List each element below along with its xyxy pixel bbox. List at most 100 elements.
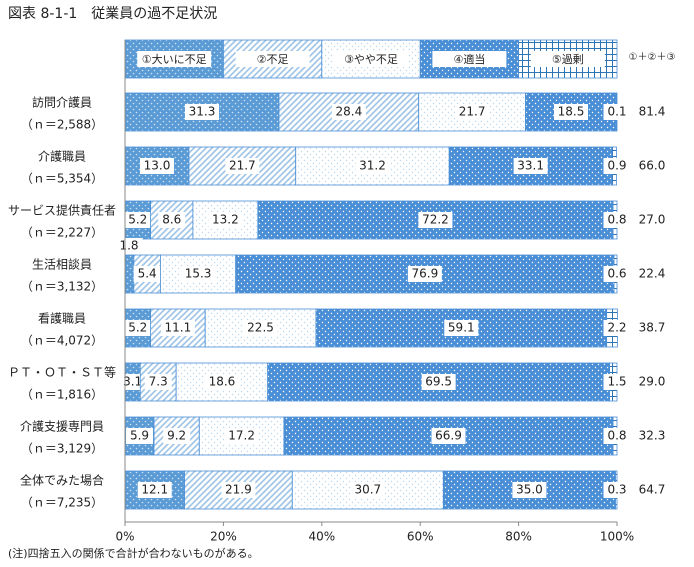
value-label: 0.8 [607,429,626,443]
value-label: 33.1 [517,159,544,173]
value-label-bg [119,374,147,390]
value-label: 31.3 [189,105,216,119]
value-label-bg [444,320,479,336]
x-tick-label: 80% [505,530,532,544]
bar-segment [124,254,135,294]
value-label-bg [355,158,390,174]
value-label-bg [139,158,174,174]
value-label-bg [158,212,186,228]
category-label: 介護職員 [38,149,86,164]
value-label: 76.9 [412,267,439,281]
x-tick-label: 60% [407,530,434,544]
value-label: 5.4 [138,267,157,281]
value-label-bg [603,374,631,390]
value-label: 5.2 [128,321,147,335]
value-label-bg [512,482,547,498]
total-label: 38.7 [639,321,666,335]
legend-label-bg [235,51,310,67]
value-label-bg [455,104,490,120]
value-label: 0.3 [607,483,626,497]
category-label: サービス提供責任者 [8,203,116,218]
value-label: 5.2 [128,213,147,227]
value-label-bg [126,428,154,444]
value-label: 66.9 [435,429,462,443]
category-label: 全体でみた場合 [20,473,104,488]
category-label: 生活相談員 [32,257,92,272]
legend-label-bg [530,51,605,67]
value-label: 9.2 [167,429,186,443]
value-label: 13.0 [144,159,171,173]
total-label: 64.7 [639,483,666,497]
category-label: 訪問介護員 [32,95,92,110]
value-label-bg [603,104,631,120]
sample-size: （ｎ＝7,235） [21,496,103,510]
value-label-bg [184,104,219,120]
value-label: 8.6 [162,213,181,227]
value-label-bg [163,428,191,444]
value-label-bg [431,428,466,444]
total-label: 32.3 [639,429,666,443]
value-label: 3.1 [123,375,142,389]
value-label-bg [350,482,385,498]
x-tick-label: 100% [600,530,634,544]
value-label-bg [133,266,161,282]
value-label-bg [208,212,243,228]
category-label: 介護支援専門員 [20,419,104,434]
value-label: 0.9 [607,159,626,173]
note: (注)四捨五入の関係で合計が合わないものがある。 [8,546,259,560]
value-label: 2.2 [607,321,626,335]
value-label-bg [204,374,239,390]
value-label-bg [603,320,631,336]
chart-title: 図表 8-1-1 従業員の過不足状況 [8,6,217,22]
total-label: 22.4 [639,267,666,281]
value-label: 1.5 [607,375,626,389]
value-label: 0.1 [607,105,626,119]
legend-label: ④適当 [453,52,485,66]
value-label: 35.0 [516,483,543,497]
value-label: 13.2 [212,213,239,227]
total-label: 66.0 [639,159,666,173]
x-tick-label: 0% [115,530,134,544]
value-label-bg [603,428,631,444]
value-label: 21.9 [225,483,252,497]
total-label: 29.0 [639,375,666,389]
category-label: 看護職員 [38,311,86,326]
sample-size: （ｎ＝5,354） [21,172,103,186]
value-label-bg [144,374,172,390]
totals-header: ①＋②＋③ [629,52,676,63]
value-label-bg [603,482,631,498]
x-tick-label: 20% [210,530,237,544]
total-label: 27.0 [639,213,666,227]
value-label-bg [513,158,548,174]
value-label-bg [160,320,195,336]
value-label-bg [224,428,259,444]
value-label-bg [124,320,152,336]
legend-label-bg [334,51,408,67]
value-label: 30.7 [354,483,381,497]
sample-size: （ｎ＝2,588） [21,118,103,132]
value-label: 18.5 [558,105,585,119]
value-label-bg [331,104,366,120]
value-label: 72.2 [422,213,449,227]
value-label-bg [603,158,631,174]
value-label: 15.3 [185,267,212,281]
sample-size: （ｎ＝1,816） [21,388,103,402]
value-label-bg [115,238,143,254]
value-label: 0.8 [607,213,626,227]
value-label-bg [225,158,260,174]
legend-label-bg [137,51,212,67]
sample-size: （ｎ＝3,132） [21,280,103,294]
legend-label: ②不足 [257,53,289,66]
value-label-bg [124,212,152,228]
value-label: 21.7 [459,105,486,119]
value-label-bg [221,482,256,498]
value-label: 69.5 [425,375,452,389]
value-label-bg [181,266,216,282]
value-label-bg [407,266,442,282]
value-label-bg [553,104,588,120]
value-label: 17.2 [228,429,255,443]
sample-size: （ｎ＝4,072） [21,334,103,348]
value-label: 0.6 [607,267,626,281]
value-label: 22.5 [247,321,274,335]
